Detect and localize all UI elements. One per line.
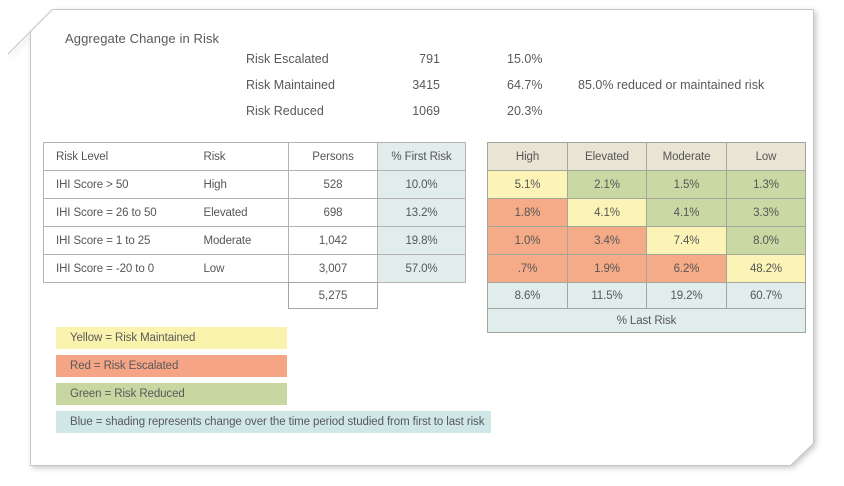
matrix-cell: 1.5% — [646, 170, 727, 199]
matrix-cell: 1.0% — [487, 226, 568, 255]
legend-blue-label: Blue = shading represents change over th… — [70, 416, 485, 428]
table-header-row: Risk Level Risk Persons % First Risk — [43, 142, 466, 171]
summary-row-reduced: Risk Reduced 1069 20.3% — [246, 103, 578, 119]
col-header-moderate: Moderate — [646, 142, 727, 171]
matrix-row: .7% 1.9% 6.2% 48.2% — [487, 254, 806, 283]
cell-persons: 698 — [288, 198, 378, 227]
summary-label: Risk Reduced — [246, 104, 324, 118]
legend-red: Red = Risk Escalated — [56, 355, 287, 377]
matrix-cell: 7.4% — [646, 226, 727, 255]
last-risk-total: 11.5% — [567, 282, 647, 309]
summary-row-maintained: Risk Maintained 3415 64.7% 85.0% reduced… — [246, 77, 764, 93]
summary-note: 85.0% reduced or maintained risk — [578, 78, 765, 92]
cell-risk-level: IHI Score > 50 — [43, 170, 192, 199]
last-risk-total: 60.7% — [726, 282, 806, 309]
table-row: IHI Score = -20 to 0 Low 3,007 57.0% — [43, 254, 466, 283]
cell-risk: Low — [191, 254, 289, 283]
summary-count: 791 — [419, 52, 440, 66]
legend-red-label: Red = Risk Escalated — [70, 360, 179, 372]
cell-risk-level: IHI Score = 26 to 50 — [43, 198, 192, 227]
matrix-header-row: High Elevated Moderate Low — [487, 142, 806, 171]
summary-count: 3415 — [412, 78, 440, 92]
matrix-cell: 8.0% — [726, 226, 806, 255]
col-header-low: Low — [726, 142, 806, 171]
col-header-high: High — [487, 142, 568, 171]
cell-risk-level: IHI Score = -20 to 0 — [43, 254, 192, 283]
cell-risk: Elevated — [191, 198, 289, 227]
cell-persons: 528 — [288, 170, 378, 199]
matrix-cell: 4.1% — [567, 198, 647, 227]
col-header-risk-level: Risk Level — [43, 142, 192, 171]
matrix-row: 1.0% 3.4% 7.4% 8.0% — [487, 226, 806, 255]
cell-first-risk: 13.2% — [377, 198, 466, 227]
table-row: IHI Score > 50 High 528 10.0% — [43, 170, 466, 199]
matrix-cell: 1.3% — [726, 170, 806, 199]
matrix-cell: 1.8% — [487, 198, 568, 227]
summary-row-escalated: Risk Escalated 791 15.0% — [246, 51, 578, 67]
cell-first-risk: 19.8% — [377, 226, 466, 255]
matrix-cell: 2.1% — [567, 170, 647, 199]
matrix-row: 1.8% 4.1% 4.1% 3.3% — [487, 198, 806, 227]
cell-persons: 1,042 — [288, 226, 378, 255]
matrix-row: 5.1% 2.1% 1.5% 1.3% — [487, 170, 806, 199]
page-fold-line — [7, 31, 31, 55]
legend-yellow-label: Yellow = Risk Maintained — [70, 332, 196, 344]
matrix-cell: 3.4% — [567, 226, 647, 255]
last-risk-total: 8.6% — [487, 282, 568, 309]
persons-total-cell: 5,275 — [288, 282, 378, 309]
cell-risk: Moderate — [191, 226, 289, 255]
cell-persons: 3,007 — [288, 254, 378, 283]
persons-total-value: 5,275 — [318, 289, 348, 302]
cell-first-risk: 10.0% — [377, 170, 466, 199]
last-risk-total: 19.2% — [646, 282, 727, 309]
last-risk-label: % Last Risk — [487, 308, 806, 333]
cell-risk-level: IHI Score = 1 to 25 — [43, 226, 192, 255]
summary-percent: 20.3% — [507, 104, 543, 118]
matrix-cell: 6.2% — [646, 254, 727, 283]
matrix-cell: 4.1% — [646, 198, 727, 227]
matrix-cell: 3.3% — [726, 198, 806, 227]
risk-levels-table: Risk Level Risk Persons % First Risk IHI… — [43, 142, 466, 283]
last-risk-totals-row: 8.6% 11.5% 19.2% 60.7% — [487, 282, 806, 309]
page-title: Aggregate Change in Risk — [65, 31, 220, 46]
legend-green: Green = Risk Reduced — [56, 383, 287, 405]
matrix-cell: 1.9% — [567, 254, 647, 283]
summary-count: 1069 — [412, 104, 440, 118]
legend-yellow: Yellow = Risk Maintained — [56, 327, 287, 349]
legend-blue: Blue = shading represents change over th… — [56, 411, 491, 433]
legend-green-label: Green = Risk Reduced — [70, 388, 185, 400]
col-header-first-risk: % First Risk — [377, 142, 466, 171]
summary-percent: 64.7% — [507, 78, 543, 92]
cell-first-risk: 57.0% — [377, 254, 466, 283]
col-header-persons: Persons — [288, 142, 378, 171]
summary-percent: 15.0% — [507, 52, 543, 66]
matrix-cell: 48.2% — [726, 254, 806, 283]
summary-label: Risk Maintained — [246, 78, 335, 92]
table-row: IHI Score = 1 to 25 Moderate 1,042 19.8% — [43, 226, 466, 255]
last-risk-label-row: % Last Risk — [487, 308, 806, 333]
col-header-elevated: Elevated — [567, 142, 647, 171]
matrix-cell: .7% — [487, 254, 568, 283]
summary-label: Risk Escalated — [246, 52, 329, 66]
cell-risk: High — [191, 170, 289, 199]
matrix-cell: 5.1% — [487, 170, 568, 199]
risk-change-matrix: High Elevated Moderate Low 5.1% 2.1% 1.5… — [487, 142, 806, 333]
col-header-risk: Risk — [191, 142, 289, 171]
table-row: IHI Score = 26 to 50 Elevated 698 13.2% — [43, 198, 466, 227]
